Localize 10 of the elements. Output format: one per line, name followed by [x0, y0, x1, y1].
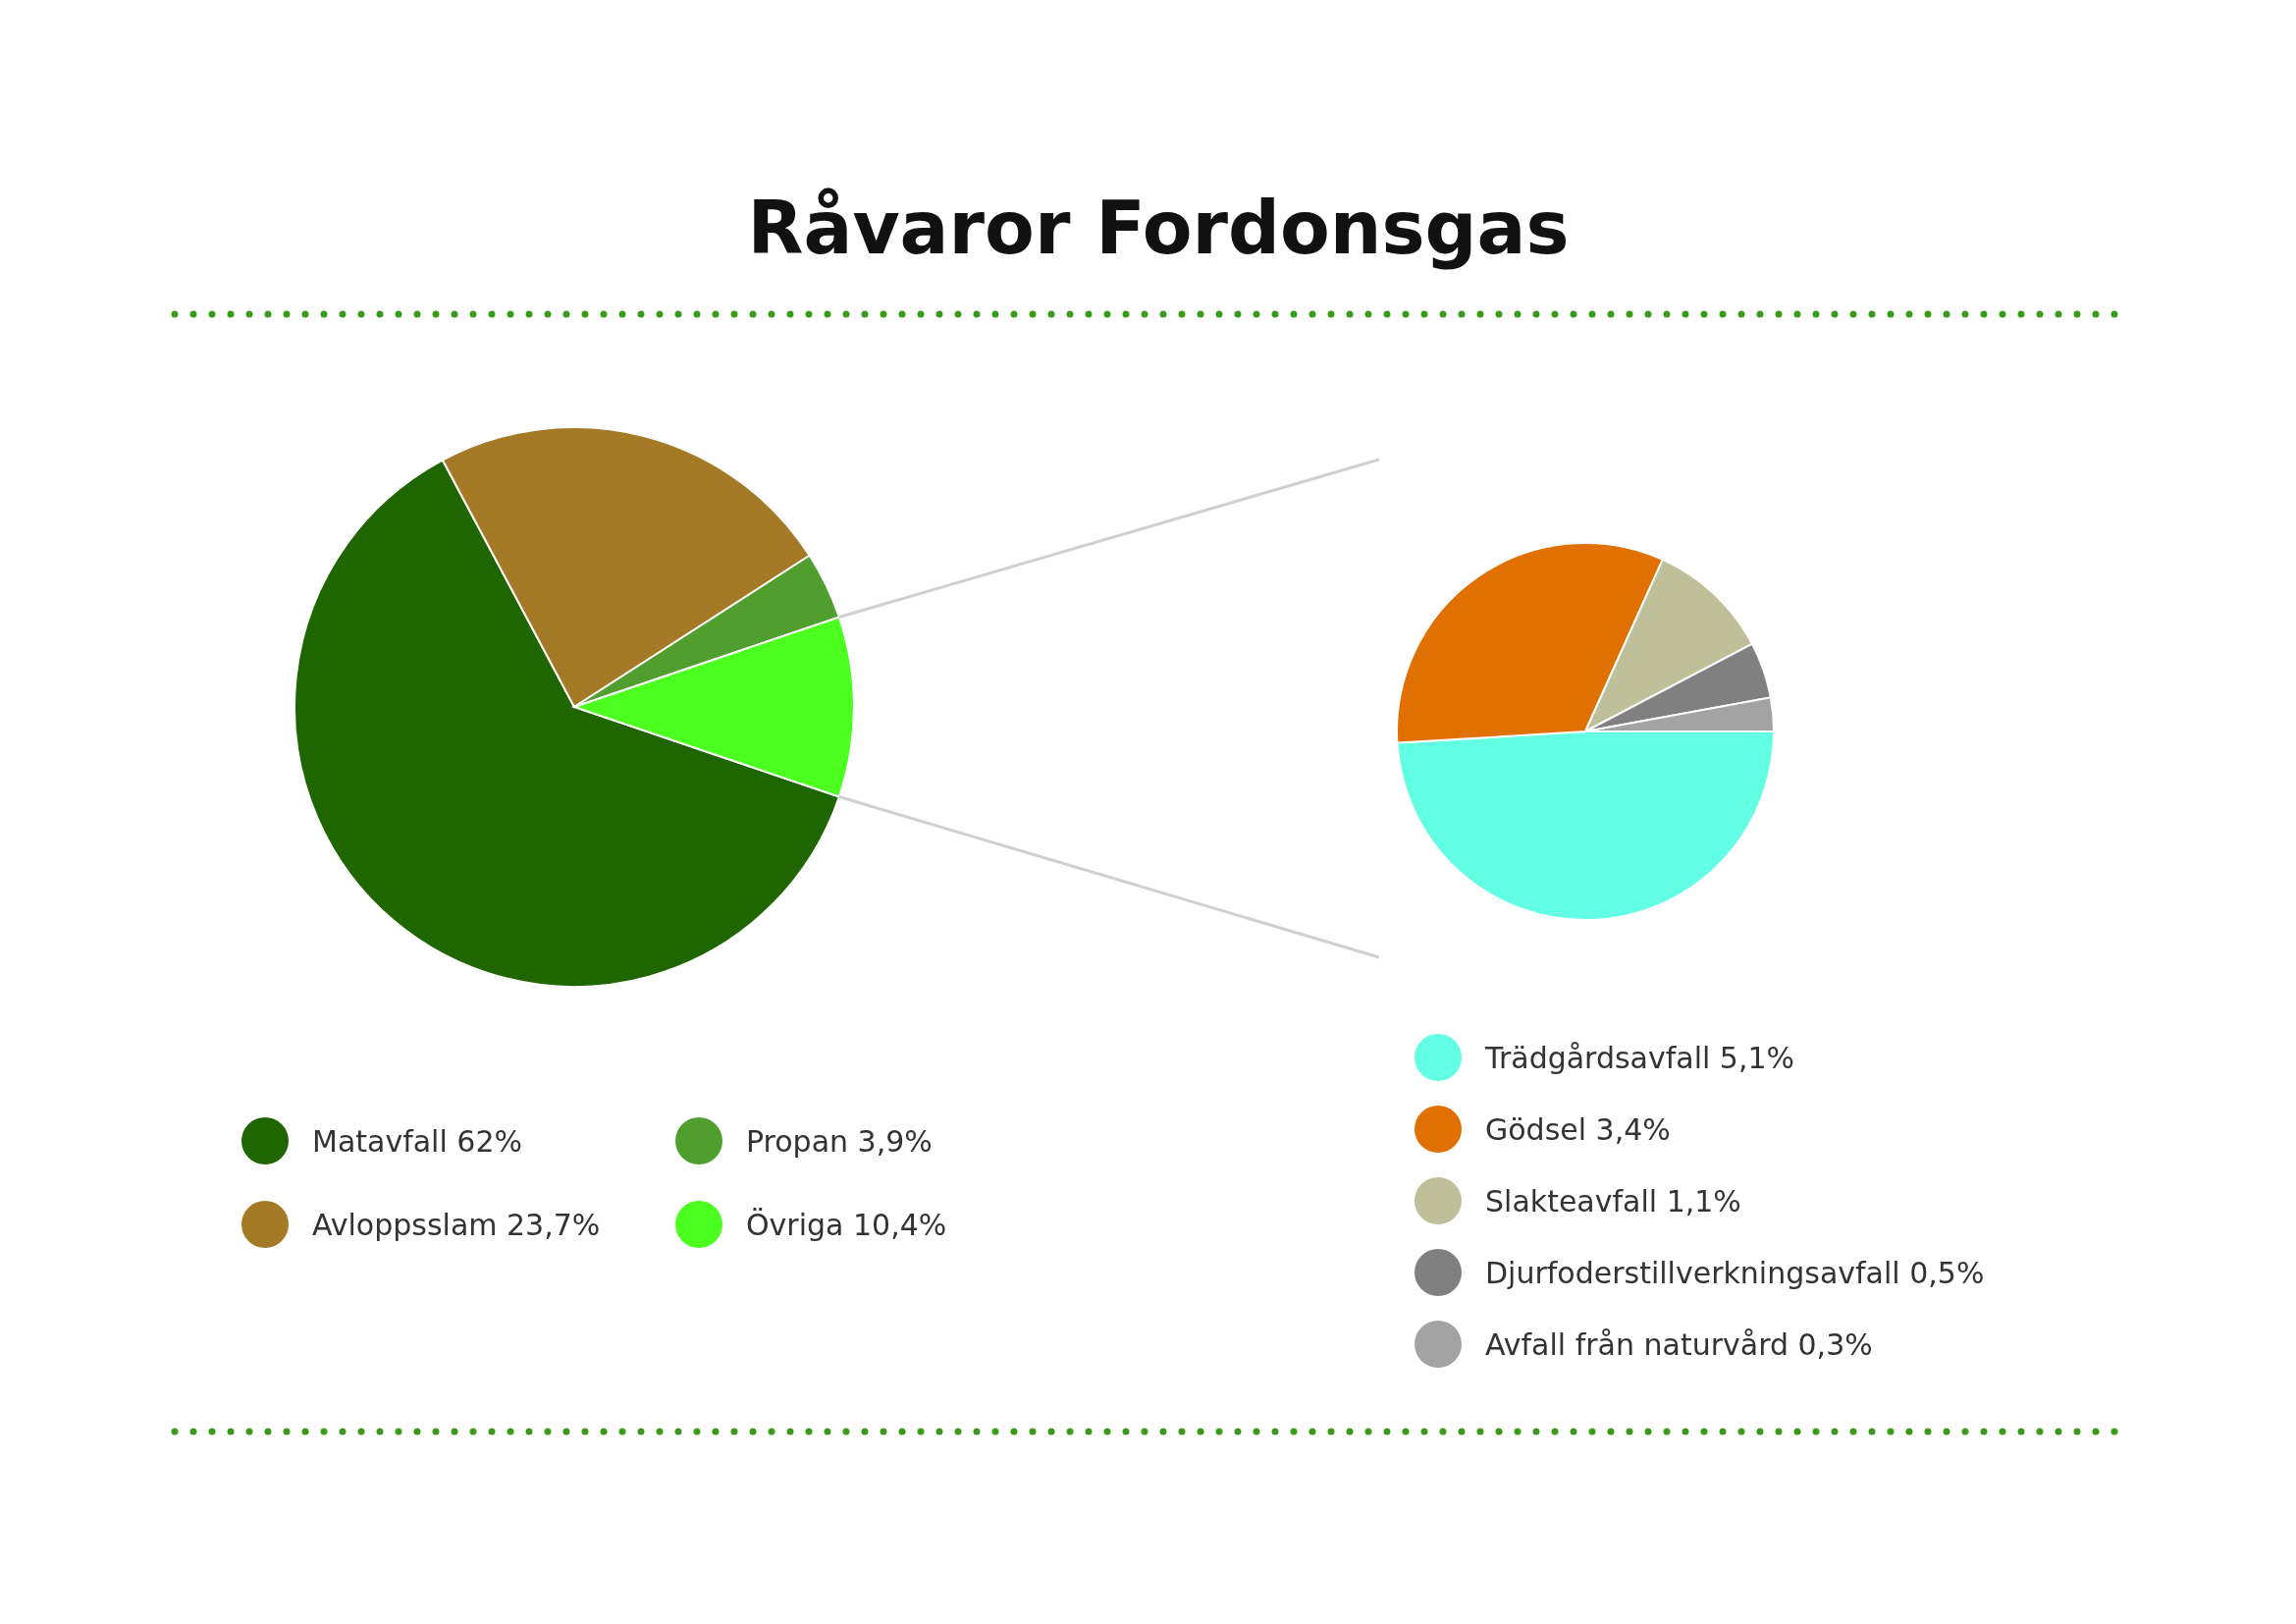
legend-label: Slakteavfall 1,1%: [1485, 1183, 1741, 1218]
legend-label: Trädgårdsavfall 5,1%: [1484, 1040, 1795, 1075]
text: Råvaror Fordonsgas: [747, 186, 1570, 270]
legend-label: Övriga 10,4%: [746, 1207, 947, 1242]
legend-label: Matavfall 62%: [312, 1123, 522, 1159]
legend-label: Djurfoderstillverkningsavfall 0,5%: [1485, 1255, 1985, 1290]
legend-label: Avloppsslam 23,7%: [312, 1207, 601, 1242]
legend-label: Avfall från naturvård 0,3%: [1485, 1326, 1873, 1362]
legend-label: Propan 3,9%: [746, 1123, 933, 1159]
legend-label: Gödsel 3,4%: [1485, 1111, 1671, 1147]
